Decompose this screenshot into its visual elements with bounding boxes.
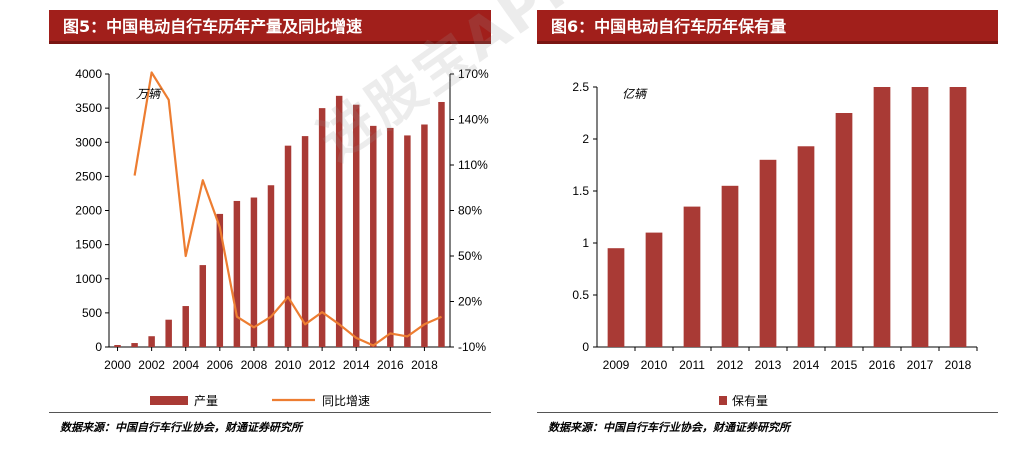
holdings-y-tick-label: 0.5 bbox=[572, 288, 589, 302]
holdings-y-tick-label: 2 bbox=[582, 132, 589, 146]
holdings-y-tick-label: 1 bbox=[582, 236, 589, 250]
production-bar bbox=[233, 200, 241, 347]
left-divider bbox=[49, 412, 491, 413]
holdings-bar bbox=[607, 248, 625, 347]
x-tick-label: 2012 bbox=[309, 358, 336, 372]
holdings-bar bbox=[949, 87, 967, 347]
unit-label: 万辆 bbox=[136, 87, 162, 101]
holdings-unit-label: 亿辆 bbox=[622, 87, 648, 101]
holdings-bar bbox=[873, 87, 891, 347]
production-bar bbox=[284, 145, 292, 347]
production-bar bbox=[421, 124, 428, 347]
right-y-tick-label: 140% bbox=[458, 113, 489, 127]
holdings-bar bbox=[759, 159, 777, 347]
left-y-tick-label: 3000 bbox=[75, 135, 102, 149]
holdings-x-tick-label: 2012 bbox=[717, 358, 744, 372]
production-bar bbox=[318, 108, 326, 347]
left-y-tick-label: 4000 bbox=[75, 67, 102, 81]
legend-label-production: 产量 bbox=[194, 394, 218, 408]
production-bar bbox=[199, 265, 207, 347]
production-bar bbox=[387, 127, 394, 347]
holdings-bar bbox=[835, 113, 853, 347]
holdings-x-tick-label: 2011 bbox=[679, 358, 705, 372]
x-tick-label: 2010 bbox=[275, 358, 302, 372]
production-bar bbox=[114, 345, 121, 347]
x-tick-label: 2006 bbox=[206, 358, 233, 372]
left-y-tick-label: 1500 bbox=[75, 238, 102, 252]
holdings-y-tick-label: 0 bbox=[582, 340, 589, 354]
production-bar bbox=[404, 135, 411, 347]
holdings-x-tick-label: 2016 bbox=[869, 358, 896, 372]
x-tick-label: 2014 bbox=[343, 358, 370, 372]
right-y-tick-label: 50% bbox=[458, 249, 482, 263]
x-tick-label: 2018 bbox=[411, 358, 438, 372]
production-bar bbox=[131, 343, 138, 347]
holdings-bar bbox=[645, 232, 663, 347]
production-bar bbox=[267, 185, 275, 347]
left-y-tick-label: 1000 bbox=[75, 272, 102, 286]
holdings-bar bbox=[797, 146, 815, 347]
right-y-tick-label: 110% bbox=[458, 158, 488, 172]
production-bar bbox=[301, 136, 309, 347]
x-tick-label: 2000 bbox=[104, 358, 131, 372]
holdings-x-tick-label: 2018 bbox=[945, 358, 972, 372]
holdings-x-tick-label: 2014 bbox=[793, 358, 820, 372]
x-tick-label: 2008 bbox=[241, 358, 268, 372]
holdings-x-tick-label: 2017 bbox=[907, 358, 934, 372]
left-chart-panel: 图5：中国电动自行车历年产量及同比增速 bbox=[49, 10, 491, 44]
left-y-tick-label: 2000 bbox=[75, 204, 102, 218]
holdings-x-tick-label: 2009 bbox=[603, 358, 630, 372]
holdings-y-tick-label: 1.5 bbox=[572, 184, 589, 198]
production-bar bbox=[352, 104, 360, 348]
left-y-tick-label: 0 bbox=[95, 340, 102, 354]
holdings-x-tick-label: 2010 bbox=[641, 358, 668, 372]
x-tick-label: 2002 bbox=[138, 358, 165, 372]
right-y-tick-label: 80% bbox=[458, 204, 482, 218]
right-chart-title: 图6：中国电动自行车历年保有量 bbox=[537, 10, 998, 44]
holdings-x-tick-label: 2015 bbox=[831, 358, 858, 372]
right-y-tick-label: 170% bbox=[458, 67, 489, 81]
holdings-bar bbox=[683, 206, 701, 347]
holdings-bar bbox=[911, 87, 929, 347]
left-y-tick-label: 2500 bbox=[75, 169, 102, 183]
right-y-tick-label: 20% bbox=[458, 295, 482, 309]
right-source-note: 数据来源：中国自行车行业协会，财通证券研究所 bbox=[548, 421, 790, 434]
production-bar bbox=[182, 306, 189, 347]
x-tick-label: 2004 bbox=[172, 358, 199, 372]
production-bar bbox=[148, 336, 155, 347]
production-bar bbox=[250, 197, 258, 347]
production-bar bbox=[370, 125, 377, 348]
production-bar bbox=[165, 319, 172, 347]
legend-label-growth: 同比增速 bbox=[322, 394, 370, 408]
legend-swatch-production bbox=[150, 396, 188, 405]
right-chart-panel: 图6：中国电动自行车历年保有量 bbox=[537, 10, 998, 44]
growth-rate-line bbox=[133, 71, 442, 347]
holdings-y-tick-label: 2.5 bbox=[572, 80, 589, 94]
left-y-tick-label: 3500 bbox=[75, 101, 102, 115]
legend-label-holdings: 保有量 bbox=[732, 394, 768, 408]
left-y-tick-label: 500 bbox=[82, 306, 102, 320]
x-tick-label: 2016 bbox=[377, 358, 404, 372]
right-y-tick-label: -10% bbox=[458, 340, 486, 354]
holdings-x-tick-label: 2013 bbox=[755, 358, 782, 372]
production-bar bbox=[335, 95, 343, 347]
production-bar bbox=[216, 213, 224, 347]
right-divider bbox=[537, 412, 998, 413]
left-chart-title: 图5：中国电动自行车历年产量及同比增速 bbox=[49, 10, 491, 44]
left-source-note: 数据来源：中国自行车行业协会，财通证券研究所 bbox=[60, 421, 302, 434]
production-bar bbox=[438, 101, 445, 347]
legend-swatch-holdings bbox=[719, 396, 727, 405]
holdings-bar bbox=[721, 185, 739, 347]
